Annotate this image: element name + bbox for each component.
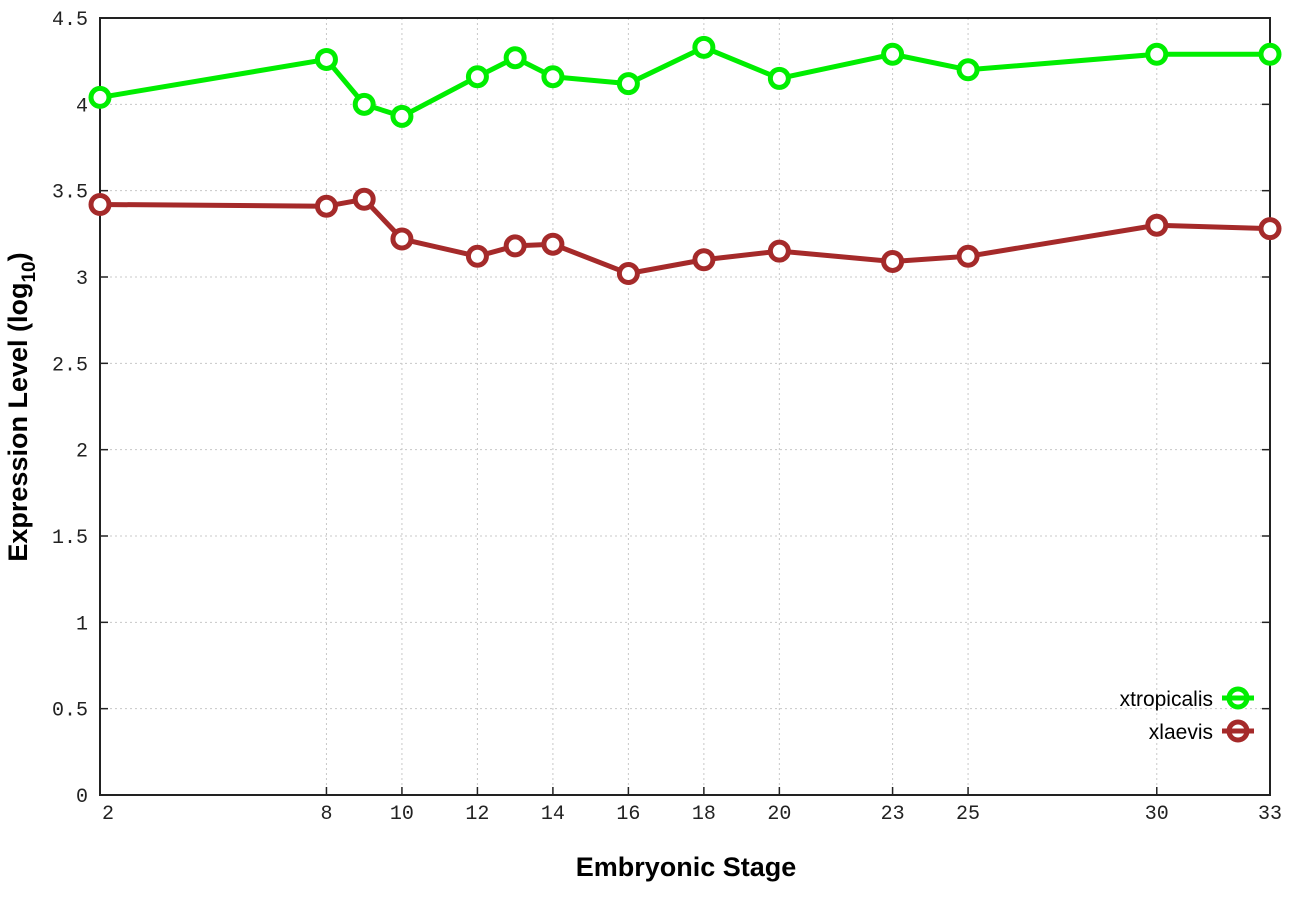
legend-label: xlaevis [1149,721,1213,744]
data-point [616,72,640,96]
y-tick-label: 0.5 [52,700,88,723]
plot-frame [99,17,1271,796]
data-point [881,42,905,66]
data-point [352,92,376,116]
y-axis-label: Expression Level (log10) [3,252,40,561]
data-point [465,244,489,268]
x-tick-label: 8 [320,803,332,826]
x-tick-label: 30 [1145,803,1169,826]
series-xtropicalis [88,35,1282,128]
data-point [956,244,980,268]
legend: xtropicalis xlaevis [1120,686,1254,744]
data-point [767,239,791,263]
y-tick-label: 2.5 [52,354,88,377]
data-point [1145,42,1169,66]
legend-label: xtropicalis [1120,688,1213,711]
y-tick-label: 1 [76,613,88,636]
data-point [881,249,905,273]
grid [100,18,1270,795]
x-tick-label: 18 [692,803,716,826]
x-tick-label: 14 [541,803,565,826]
data-point [503,234,527,258]
data-point [1145,213,1169,237]
data-point [956,58,980,82]
data-point [465,65,489,89]
x-tick-label: 23 [881,803,905,826]
data-point [352,187,376,211]
data-point [314,47,338,71]
data-point [692,35,716,59]
x-tick-label: 25 [956,803,980,826]
series-layer [88,35,1282,286]
data-point [692,248,716,272]
x-tick-label: 20 [767,803,791,826]
x-tick-label: 2 [102,803,114,826]
data-point [390,104,414,128]
x-tick-label: 10 [390,803,414,826]
y-tick-label: 1.5 [52,527,88,550]
data-point [314,194,338,218]
data-point [88,192,112,216]
data-point [503,46,527,70]
series-xlaevis [88,187,1282,286]
y-tick-label: 3 [76,268,88,291]
data-point [88,85,112,109]
data-point [390,227,414,251]
y-tick-label: 4 [76,95,88,118]
series-line [99,196,1271,277]
x-tick-label: 16 [616,803,640,826]
data-point [1258,42,1282,66]
axes: 0 0.5 1 1.5 2 2.5 3 3.5 4 4.5 2 8 10 12 14 16 18 20 23 25 30… [52,9,1282,826]
data-point [616,262,640,286]
y-tick-label: 3.5 [52,182,88,205]
y-axis-label-subscript: 10 [19,261,40,282]
series-line [99,44,1270,119]
data-point [541,232,565,256]
x-axis-label: Embryonic Stage [576,852,797,882]
data-point [767,66,791,90]
data-point [1258,217,1282,241]
y-tick-label: 0 [76,786,88,809]
y-tick-label: 4.5 [52,9,88,32]
x-tick-label: 33 [1258,803,1282,826]
x-tick-label: 12 [465,803,489,826]
y-tick-label: 2 [76,441,88,464]
data-point [541,65,565,89]
